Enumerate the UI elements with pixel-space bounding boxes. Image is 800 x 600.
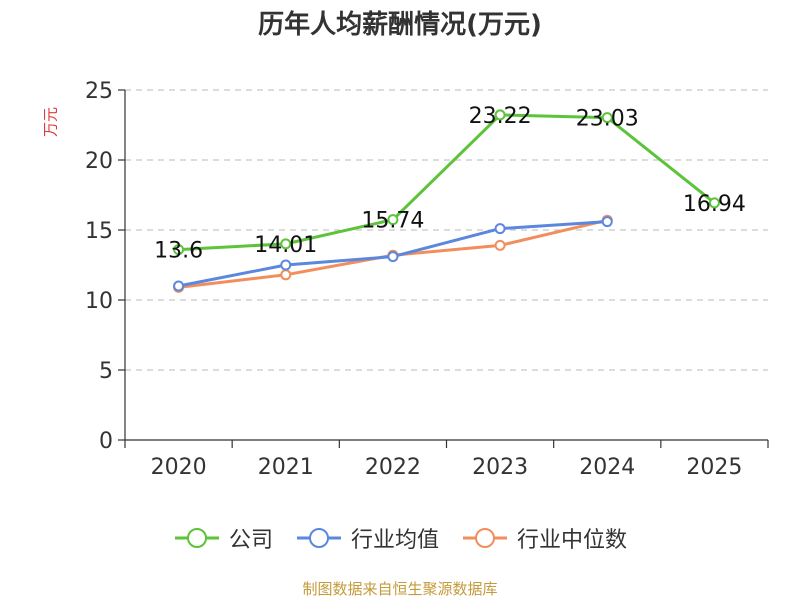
series-points — [173, 109, 720, 293]
series-line-0 — [178, 113, 716, 252]
legend-item-industry-mean[interactable]: 行业均值 — [295, 522, 439, 554]
x-tick-label: 2023 — [472, 455, 528, 480]
data-point — [280, 238, 292, 250]
data-label: 23.03 — [576, 107, 639, 132]
data-labels: 13.6 14.01 15.74 23.22 23.03 16.94 — [154, 104, 746, 264]
data-point — [494, 223, 506, 235]
legend-label-company: 公司 — [228, 528, 273, 553]
x-tick-label: 2025 — [686, 455, 742, 480]
data-point — [173, 280, 185, 292]
data-label: 13.6 — [154, 239, 203, 264]
legend-item-company[interactable]: 公司 — [173, 522, 273, 554]
data-source-note: 制图数据来自恒生聚源数据库 — [302, 580, 498, 598]
data-point — [280, 269, 292, 281]
data-point — [387, 214, 399, 226]
legend-label-industry-median: 行业中位数 — [517, 528, 628, 553]
y-tick-label: 10 — [85, 289, 113, 314]
legend-item-industry-median[interactable]: 行业中位数 — [461, 522, 627, 554]
data-point — [280, 259, 292, 271]
data-label: 23.22 — [469, 104, 532, 129]
chart-title: 历年人均薪酬情况(万元) — [258, 10, 542, 40]
legend-marker-company — [174, 528, 219, 548]
data-point — [601, 112, 613, 124]
data-point — [494, 239, 506, 251]
x-tick-label: 2020 — [151, 455, 207, 480]
x-tick-label: 2022 — [365, 455, 421, 480]
y-tick-label: 15 — [85, 219, 113, 244]
data-point — [601, 216, 613, 228]
legend-marker-industry-mean — [296, 528, 341, 548]
data-label: 14.01 — [254, 233, 317, 258]
data-label: 16.94 — [683, 192, 746, 217]
grid-lines — [125, 89, 768, 371]
data-point — [494, 109, 506, 121]
legend-label-industry-mean: 行业均值 — [350, 528, 439, 553]
data-point — [708, 197, 720, 209]
y-tick-label: 20 — [85, 149, 113, 174]
y-tick-label: 0 — [99, 429, 113, 454]
data-point — [387, 251, 399, 263]
y-tick-label: 5 — [99, 359, 113, 384]
legend: 公司 行业均值 行业中位数 — [0, 522, 800, 554]
y-tick-label: 25 — [85, 79, 113, 104]
x-tick-label: 2021 — [258, 455, 314, 480]
legend-marker-industry-median — [463, 528, 507, 548]
data-point — [173, 244, 185, 256]
series-lines — [178, 113, 716, 289]
data-label: 15.74 — [361, 209, 424, 234]
x-tick-label: 2024 — [579, 455, 635, 480]
